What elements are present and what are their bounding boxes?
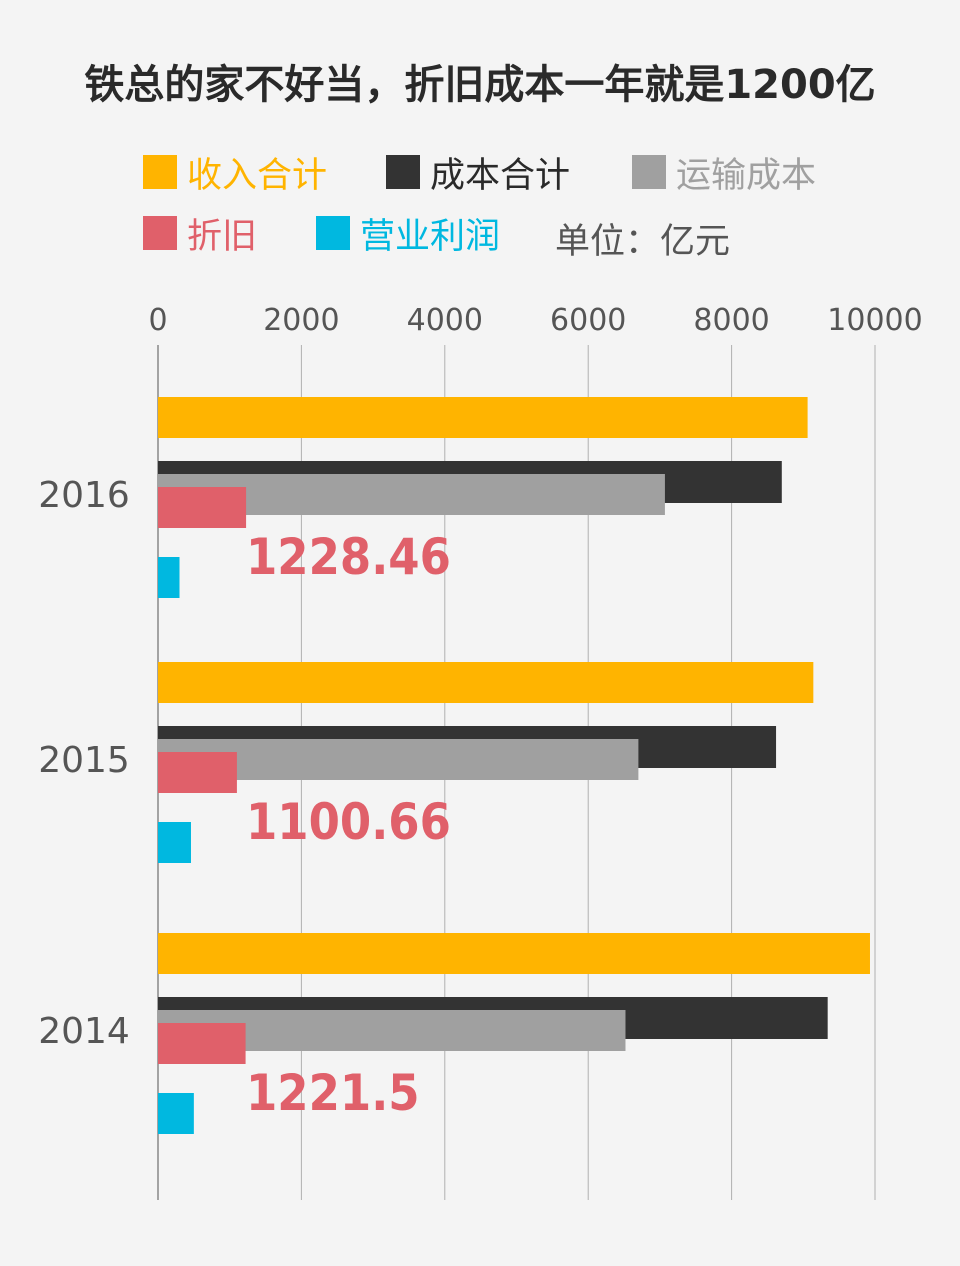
x-tick-label: 10000: [827, 303, 922, 338]
legend-item: 运输成本: [632, 152, 816, 196]
legend-swatch: [143, 216, 177, 250]
bar: [158, 1023, 246, 1064]
x-tick-label: 6000: [550, 303, 626, 338]
bar: [158, 822, 191, 863]
category-label: 2015: [38, 740, 130, 781]
x-tick-label: 4000: [407, 303, 483, 338]
legend-swatch: [632, 155, 666, 189]
chart-title: 铁总的家不好当，折旧成本一年就是1200亿: [84, 62, 876, 108]
legend-label: 收入合计: [187, 155, 328, 196]
bar: [158, 487, 247, 528]
x-tick-label: 2000: [263, 303, 339, 338]
bar: [158, 1093, 194, 1134]
data-label: 1228.46: [246, 528, 451, 586]
legend-item: 折旧: [143, 213, 257, 257]
unit-note: 单位：亿元: [555, 222, 731, 262]
legend-swatch: [386, 155, 420, 189]
legend-item: 营业利润: [316, 213, 500, 257]
legend: 收入合计 成本合计 运输成本折旧 营业利润: [0, 0, 960, 270]
x-tick-label: 8000: [693, 303, 769, 338]
legend-swatch: [143, 155, 177, 189]
legend-item: 成本合计: [386, 152, 570, 196]
bar: [158, 662, 814, 703]
legend-label: 营业利润: [360, 216, 501, 257]
category-label: 2016: [38, 475, 130, 516]
legend-label: 成本合计: [430, 155, 571, 196]
data-label: 1221.5: [246, 1064, 420, 1122]
bar: [158, 933, 870, 974]
legend-swatch: [316, 216, 350, 250]
data-label: 1100.66: [246, 793, 451, 851]
legend-item: 收入合计: [143, 152, 327, 196]
x-tick-label: 0: [148, 303, 167, 338]
legend-label: 折旧: [187, 216, 258, 257]
bar: [158, 557, 180, 598]
bar: [158, 752, 237, 793]
bar: [158, 739, 639, 780]
legend-label: 运输成本: [676, 155, 817, 196]
bar: [158, 397, 808, 438]
category-label: 2014: [38, 1011, 130, 1052]
